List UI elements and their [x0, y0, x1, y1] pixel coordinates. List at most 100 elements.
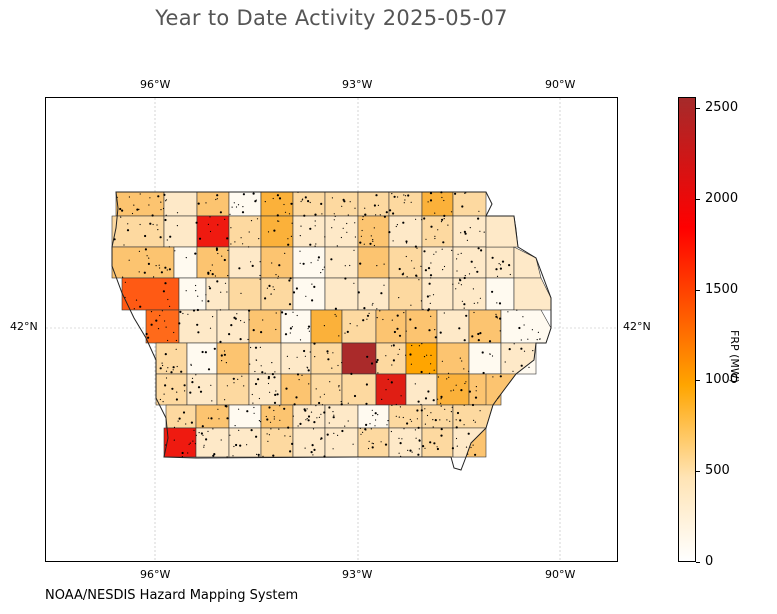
hotspot-point [447, 372, 450, 374]
hotspot-point [373, 204, 376, 207]
hotspot-point [346, 222, 348, 225]
hotspot-point [203, 444, 205, 446]
hotspot-point [481, 351, 484, 354]
state-outline [111, 191, 552, 471]
hotspot-point [375, 360, 378, 364]
hotspot-point [267, 231, 270, 233]
hotspot-point [321, 213, 323, 215]
hotspot-point [207, 417, 210, 419]
county-polygon [196, 191, 230, 217]
hotspot-point [176, 391, 178, 393]
hotspot-point [460, 284, 462, 286]
hotspot-point [410, 363, 412, 365]
hotspot-point [359, 241, 362, 244]
hotspot-point [375, 194, 378, 197]
hotspot-point [338, 385, 340, 387]
hotspot-point [536, 339, 538, 341]
hotspot-point [347, 214, 349, 216]
hotspot-point [464, 275, 466, 277]
hotspot-point [370, 235, 372, 237]
hotspot-point [456, 445, 458, 447]
hotspot-point [207, 368, 211, 371]
hotspot-point [188, 443, 190, 445]
county-polygon [260, 215, 294, 248]
hotspot-point [444, 408, 446, 410]
hotspot-point [360, 433, 362, 435]
hotspot-point [403, 428, 405, 430]
hotspot-point [227, 249, 229, 251]
hotspot-point [216, 280, 219, 283]
hotspot-point [362, 319, 365, 322]
hotspot-point [454, 192, 457, 195]
hotspot-point [203, 446, 205, 448]
hotspot-point [489, 353, 491, 355]
hotspot-point [157, 328, 160, 330]
hotspot-point [389, 209, 392, 212]
hotspot-point [180, 370, 183, 373]
hotspot-point [314, 225, 316, 227]
hotspot-point [313, 285, 316, 288]
hotspot-point [116, 196, 118, 198]
hotspot-point [333, 219, 335, 221]
hotspot-point [165, 326, 167, 328]
hotspot-point [456, 258, 458, 260]
hotspot-point [175, 348, 177, 350]
hotspot-point [196, 323, 199, 326]
hotspot-point [158, 264, 160, 266]
hotspot-point [409, 353, 412, 356]
hotspot-point [344, 265, 346, 267]
hotspot-point [252, 329, 255, 332]
hotspot-point [211, 264, 213, 266]
hotspot-point [396, 224, 398, 226]
map-panel[interactable] [45, 97, 618, 562]
hotspot-point [267, 382, 270, 385]
hotspot-point [391, 193, 393, 195]
hotspot-point [383, 263, 385, 265]
hotspot-point [498, 263, 500, 265]
source-credit: NOAA/NESDIS Hazard Mapping System [45, 588, 299, 603]
county-polygon [195, 404, 230, 429]
hotspot-point [268, 284, 271, 287]
county-polygon [452, 277, 487, 311]
hotspot-point [440, 221, 443, 223]
hotspot-point [463, 303, 466, 306]
county-polygon [324, 215, 359, 248]
hotspot-point [165, 199, 167, 201]
hotspot-point [290, 235, 292, 237]
hotspot-point [432, 294, 435, 296]
hotspot-point [433, 369, 435, 371]
hotspot-point [334, 307, 337, 310]
hotspot-point [418, 345, 420, 347]
hotspot-point [495, 268, 498, 271]
hotspot-point [537, 331, 539, 333]
hotspot-point [482, 371, 485, 375]
hotspot-point [164, 266, 167, 269]
hotspot-point [429, 302, 431, 304]
hotspot-point [291, 326, 293, 328]
hotspot-point [382, 318, 384, 321]
hotspot-point [396, 314, 399, 317]
hotspot-point [446, 419, 448, 421]
hotspot-point [266, 433, 268, 435]
map-title: Year to Date Activity 2025-05-07 [155, 6, 508, 30]
hotspot-point [223, 353, 226, 356]
hotspot-point [463, 230, 466, 233]
county-polygon [500, 309, 552, 344]
hotspot-point [371, 409, 373, 411]
hotspot-point [234, 317, 237, 320]
hotspot-point [354, 236, 356, 238]
hotspot-point [155, 319, 158, 322]
hotspot-point [432, 426, 434, 428]
hotspot-point [173, 439, 175, 441]
county-polygon [178, 309, 218, 344]
county-polygon [513, 246, 542, 279]
county-polygon [216, 309, 250, 344]
hotspot-point [296, 356, 298, 358]
hotspot-point [183, 384, 186, 387]
hotspot-point [390, 345, 393, 347]
hotspot-point [195, 434, 197, 436]
hotspot-point [470, 446, 472, 449]
hotspot-point [195, 374, 197, 376]
hotspot-point [449, 420, 451, 422]
hotspot-point [426, 354, 428, 356]
